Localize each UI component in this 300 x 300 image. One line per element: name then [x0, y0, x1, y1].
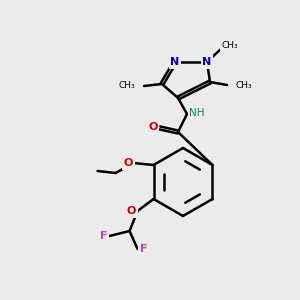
Text: CH₃: CH₃ — [236, 80, 253, 89]
Text: F: F — [140, 244, 147, 254]
Text: N: N — [170, 57, 180, 67]
Text: CH₃: CH₃ — [222, 41, 238, 50]
Text: O: O — [127, 206, 136, 216]
Text: F: F — [100, 231, 107, 241]
Text: O: O — [148, 122, 158, 132]
Text: N: N — [202, 57, 211, 67]
Text: NH: NH — [189, 108, 205, 118]
Text: CH₃: CH₃ — [118, 82, 135, 91]
Text: O: O — [124, 158, 133, 168]
